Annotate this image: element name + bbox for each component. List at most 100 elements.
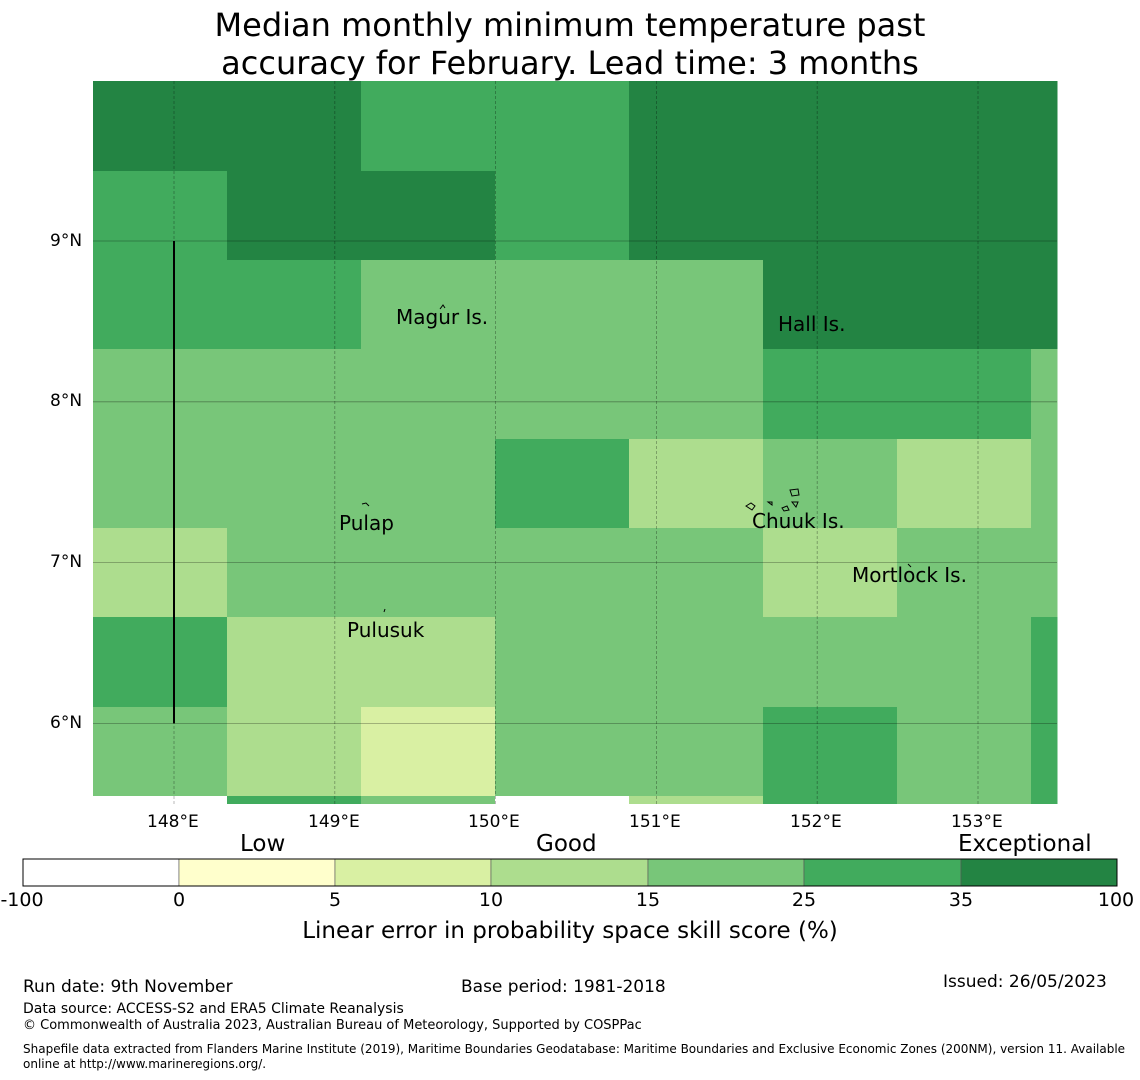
colorbar-swatch bbox=[803, 858, 962, 887]
skill-cell bbox=[495, 528, 630, 618]
place-label-pulap: Pulap bbox=[339, 511, 394, 535]
skill-cell bbox=[361, 617, 496, 708]
colorbar-tick: 5 bbox=[328, 889, 342, 911]
shapefile-credit-1: Shapefile data extracted from Flanders M… bbox=[23, 1042, 1126, 1056]
issued-date: Issued: 26/05/2023 bbox=[943, 972, 1107, 992]
title-line-1: Median monthly minimum temperature past bbox=[214, 6, 926, 44]
skill-cell bbox=[1031, 707, 1057, 797]
colorbar-swatch bbox=[490, 858, 649, 887]
skill-cell bbox=[763, 81, 898, 172]
skill-cell bbox=[763, 439, 898, 529]
skill-cell bbox=[93, 617, 228, 708]
skill-grid bbox=[93, 81, 1058, 804]
skill-cell bbox=[629, 707, 764, 797]
skill-cell bbox=[93, 796, 228, 804]
skill-cell bbox=[1031, 439, 1057, 529]
colorbar-frame bbox=[22, 858, 1118, 887]
skill-cell bbox=[897, 171, 1032, 261]
colorbar-swatch bbox=[647, 858, 805, 887]
skill-cell bbox=[227, 707, 362, 797]
skill-cell bbox=[495, 707, 630, 797]
skill-cell bbox=[361, 796, 496, 804]
skill-cell bbox=[93, 439, 228, 529]
skill-cell bbox=[227, 349, 362, 440]
skill-cell bbox=[227, 81, 362, 172]
lat-tick-7n: 7°N bbox=[50, 552, 83, 572]
place-label-chuuk: Chuuk Is. bbox=[752, 509, 845, 533]
colorbar-swatch bbox=[334, 858, 492, 887]
skill-cell bbox=[495, 171, 630, 261]
colorbar bbox=[22, 858, 1118, 887]
skill-cell bbox=[897, 796, 1032, 804]
colorbar-swatch bbox=[178, 858, 336, 887]
base-period: Base period: 1981-2018 bbox=[461, 977, 666, 997]
skill-cell bbox=[361, 528, 496, 618]
skill-cell bbox=[361, 707, 496, 797]
skill-cell bbox=[227, 439, 362, 529]
skill-cell bbox=[897, 439, 1032, 529]
skill-cell bbox=[763, 260, 898, 350]
skill-cell bbox=[361, 260, 496, 350]
skill-cell bbox=[93, 349, 228, 440]
skill-cell bbox=[1031, 617, 1057, 708]
skill-cell bbox=[361, 171, 496, 261]
skill-cell bbox=[629, 796, 764, 804]
skill-cell bbox=[495, 260, 630, 350]
skill-cell bbox=[897, 81, 1032, 172]
data-source: Data source: ACCESS-S2 and ERA5 Climate … bbox=[23, 1001, 404, 1017]
skill-cell bbox=[93, 81, 228, 172]
skill-cell bbox=[495, 349, 630, 440]
lat-tick-9n: 9°N bbox=[50, 231, 83, 251]
skill-cell bbox=[495, 439, 630, 529]
place-label-hall: Hall Is. bbox=[778, 312, 846, 336]
colorbar-tick: 15 bbox=[635, 889, 661, 911]
run-date: Run date: 9th November bbox=[23, 977, 233, 997]
skill-cell bbox=[897, 349, 1032, 440]
skill-cell bbox=[361, 349, 496, 440]
skill-cell bbox=[227, 260, 362, 350]
skill-cell bbox=[93, 260, 228, 350]
skill-cell bbox=[629, 260, 764, 350]
island-outline bbox=[789, 488, 800, 497]
skill-cell bbox=[361, 81, 496, 172]
colorbar-category-exceptional: Exceptional bbox=[958, 831, 1092, 857]
island-outline bbox=[439, 304, 446, 310]
skill-cell bbox=[1031, 528, 1057, 618]
island-outlines bbox=[361, 304, 912, 613]
island-outline bbox=[781, 505, 790, 512]
skill-cell bbox=[763, 349, 898, 440]
colorbar-tick: 10 bbox=[478, 889, 504, 911]
colorbar-category-good: Good bbox=[536, 831, 597, 857]
colorbar-tick: 100 bbox=[1097, 889, 1135, 911]
title-line-2: accuracy for February. Lead time: 3 mont… bbox=[221, 44, 919, 82]
lat-tick-6n: 6°N bbox=[50, 713, 83, 733]
colorbar-tick: 0 bbox=[172, 889, 186, 911]
skill-cell bbox=[93, 171, 228, 261]
lon-tick-152e: 152°E bbox=[790, 812, 842, 832]
skill-cell bbox=[1031, 260, 1057, 350]
skill-cell bbox=[763, 617, 898, 708]
lon-tick-149e: 149°E bbox=[308, 812, 360, 832]
skill-cell bbox=[361, 439, 496, 529]
copyright: © Commonwealth of Australia 2023, Austra… bbox=[23, 1018, 642, 1033]
skill-cell bbox=[495, 796, 630, 804]
skill-cell bbox=[227, 617, 362, 708]
island-outline bbox=[790, 501, 799, 508]
skill-cell bbox=[495, 81, 630, 172]
lon-tick-151e: 151°E bbox=[629, 812, 681, 832]
skill-cell bbox=[1031, 349, 1057, 440]
island-outline bbox=[745, 502, 756, 511]
colorbar-swatch bbox=[960, 858, 1118, 887]
colorbar-tick: 35 bbox=[948, 889, 974, 911]
skill-cell bbox=[763, 528, 898, 618]
skill-cell bbox=[897, 707, 1032, 797]
colorbar-tick: -100 bbox=[0, 889, 44, 911]
skill-cell bbox=[227, 528, 362, 618]
colorbar-caption: Linear error in probability space skill … bbox=[302, 918, 838, 944]
colorbar-swatch bbox=[22, 858, 180, 887]
place-label-magur: Magur Is. bbox=[396, 305, 489, 329]
skill-cell bbox=[629, 81, 764, 172]
island-outline bbox=[907, 563, 912, 568]
skill-cell bbox=[1031, 81, 1057, 172]
